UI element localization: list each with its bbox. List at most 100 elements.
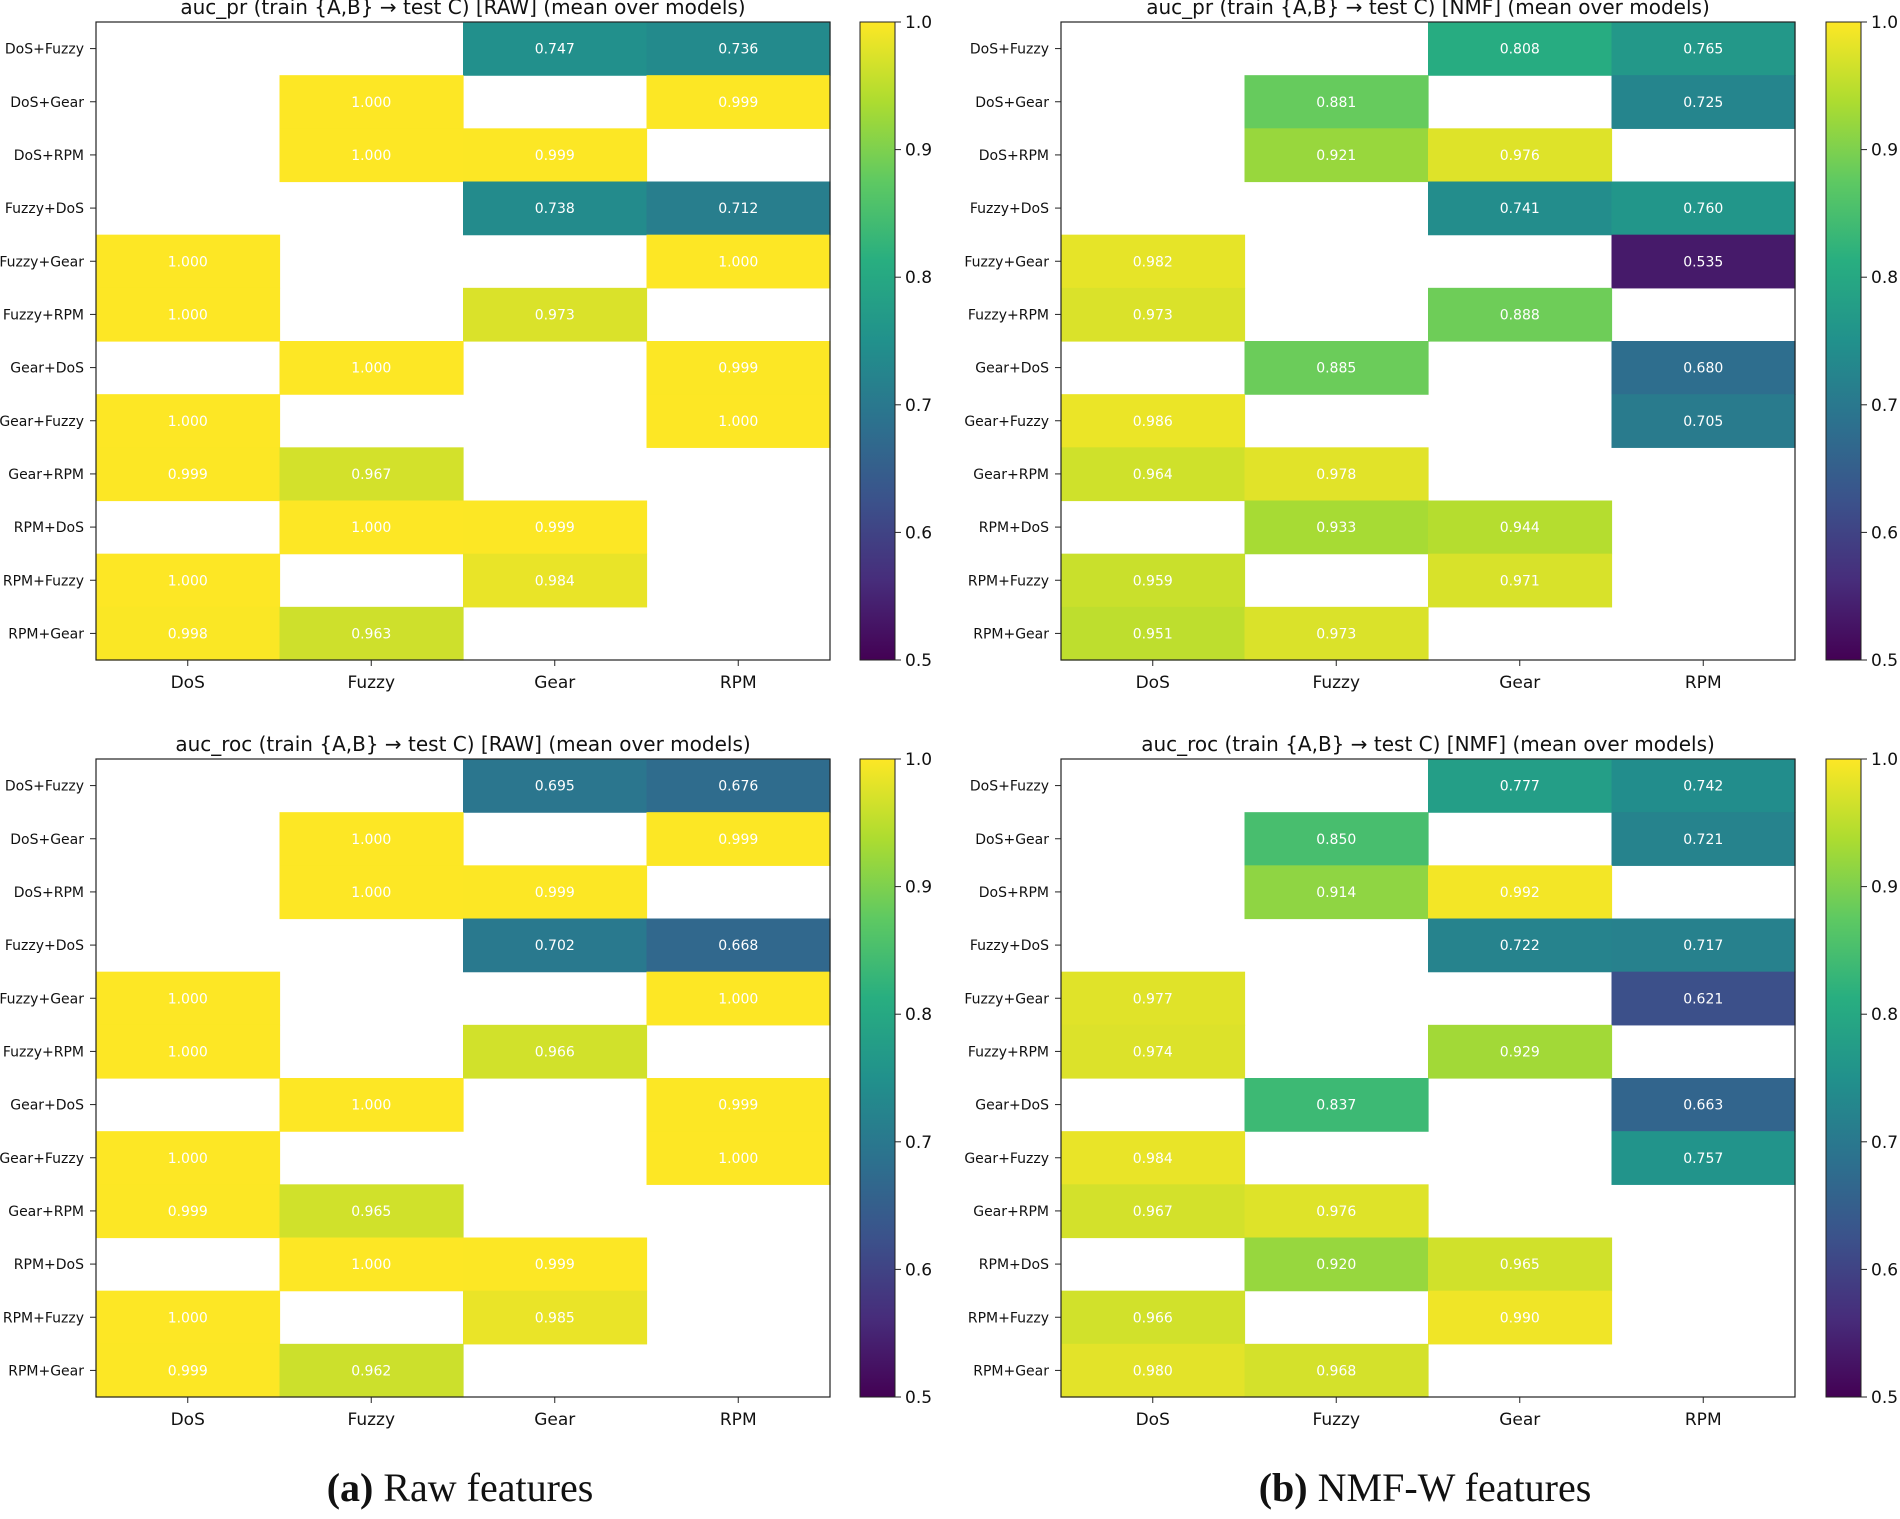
- colorbar-tick-label: 0.6: [1871, 1260, 1898, 1280]
- y-tick-label: Gear+DoS: [10, 1098, 84, 1114]
- x-tick-label: DoS: [171, 1410, 205, 1430]
- cell-value-label: 0.959: [1133, 573, 1173, 589]
- heatmap-cell: [646, 918, 831, 973]
- colorbar-tick-label: 0.8: [905, 1005, 932, 1025]
- heatmap-cell: [96, 447, 281, 502]
- y-tick-label: DoS+Gear: [10, 95, 84, 111]
- heatmap-cell: [1611, 812, 1796, 866]
- y-tick-label: RPM+DoS: [14, 520, 84, 536]
- heatmap-cell: [646, 341, 831, 395]
- cell-value-label: 0.999: [535, 520, 575, 536]
- caption-a-label: (a): [326, 1465, 374, 1510]
- heatmap-cell: [1244, 500, 1429, 555]
- cell-value-label: 1.000: [718, 414, 758, 430]
- heatmap-cell: [279, 75, 464, 129]
- y-tick-label: DoS+RPM: [979, 148, 1049, 164]
- cell-value-label: 0.999: [168, 1363, 208, 1379]
- caption-b: (b) NMF-W features: [1225, 1464, 1625, 1511]
- cell-value-label: 0.999: [718, 361, 758, 377]
- plot-frame: [1060, 21, 1796, 661]
- heatmap-cell: [646, 1131, 831, 1185]
- heatmap-cell: [96, 1343, 281, 1398]
- colorbar: [859, 21, 896, 661]
- cell-value-label: 0.741: [1500, 201, 1540, 217]
- y-tick-label: Fuzzy+Gear: [964, 991, 1049, 1007]
- x-tick-label: DoS: [171, 673, 205, 693]
- cell-value-label: 0.967: [1133, 1204, 1173, 1220]
- heatmap-cell: [1611, 234, 1796, 289]
- y-tick-label: RPM+Fuzzy: [3, 573, 84, 589]
- colorbar-tick-label: 0.9: [1871, 141, 1898, 161]
- heatmap-cell: [1611, 971, 1796, 1026]
- cell-value-label: 0.966: [1133, 1310, 1173, 1326]
- cell-value-label: 0.705: [1683, 414, 1723, 430]
- cell-value-label: 0.999: [535, 1257, 575, 1273]
- heatmap-cell: [96, 1184, 281, 1239]
- y-tick-label: DoS+Fuzzy: [970, 42, 1049, 58]
- cell-value-label: 0.965: [351, 1204, 391, 1220]
- y-tick-label: RPM+Fuzzy: [968, 573, 1049, 589]
- x-tick-label: Gear: [534, 1410, 575, 1430]
- cell-value-label: 0.964: [1133, 467, 1173, 483]
- y-tick-label: Fuzzy+DoS: [970, 201, 1049, 217]
- cell-value-label: 0.980: [1133, 1363, 1173, 1379]
- heatmap-cell: [463, 1024, 648, 1079]
- colorbar: [1825, 758, 1862, 1398]
- cell-value-label: 0.974: [1133, 1044, 1173, 1060]
- heatmap-cell: [463, 128, 648, 183]
- heatmap-cell: [1061, 234, 1246, 289]
- cell-value-label: 0.712: [718, 201, 758, 217]
- heatmap-cell: [1061, 447, 1246, 502]
- colorbar-tick-label: 0.8: [1871, 1005, 1898, 1025]
- y-tick-label: Fuzzy+DoS: [5, 938, 84, 954]
- colorbar-tick-label: 0.8: [1871, 268, 1898, 288]
- heatmap-cell: [646, 812, 831, 866]
- cell-value-label: 0.971: [1500, 573, 1540, 589]
- x-tick-label: Fuzzy: [1312, 1410, 1360, 1430]
- heatmap-panel-2: auc_pr (train {A,B} → test C) [NMF] (mea…: [964, 0, 1898, 693]
- cell-value-label: 1.000: [351, 361, 391, 377]
- y-tick-label: RPM+Gear: [8, 626, 84, 642]
- cell-value-label: 1.000: [718, 1151, 758, 1167]
- cell-value-label: 0.999: [168, 467, 208, 483]
- heatmap-cell: [463, 759, 648, 813]
- cell-value-label: 0.921: [1316, 148, 1356, 164]
- y-tick-label: Gear+Fuzzy: [964, 414, 1049, 430]
- y-tick-label: Fuzzy+Gear: [0, 991, 84, 1007]
- cell-value-label: 0.992: [1500, 885, 1540, 901]
- heatmap-cell: [1428, 22, 1613, 76]
- cell-value-label: 0.722: [1500, 938, 1540, 954]
- cell-value-label: 0.717: [1683, 938, 1723, 954]
- cell-value-label: 0.982: [1133, 254, 1173, 270]
- x-tick-label: DoS: [1136, 1410, 1170, 1430]
- y-tick-label: DoS+Gear: [10, 832, 84, 848]
- heatmap-cell: [1428, 1237, 1613, 1292]
- cell-value-label: 0.920: [1316, 1257, 1356, 1273]
- cell-value-label: 0.725: [1683, 95, 1723, 111]
- heatmap-cell: [1428, 1290, 1613, 1345]
- caption-a: (a) Raw features: [280, 1464, 640, 1511]
- cell-value-label: 0.999: [535, 148, 575, 164]
- cell-value-label: 0.968: [1316, 1363, 1356, 1379]
- y-tick-label: Fuzzy+RPM: [3, 1044, 84, 1060]
- cell-value-label: 0.973: [1316, 626, 1356, 642]
- heatmap-cell: [279, 865, 464, 920]
- heatmap-cell: [1428, 918, 1613, 973]
- heatmap-cell: [1244, 865, 1429, 920]
- cell-value-label: 1.000: [168, 1310, 208, 1326]
- heatmap-cell: [1428, 287, 1613, 342]
- cell-value-label: 0.990: [1500, 1310, 1540, 1326]
- heatmap-cell: [646, 1078, 831, 1132]
- y-tick-label: RPM+Fuzzy: [3, 1310, 84, 1326]
- cell-value-label: 0.978: [1316, 467, 1356, 483]
- heatmap-cell: [463, 22, 648, 76]
- y-tick-label: Gear+RPM: [973, 1204, 1049, 1220]
- cell-value-label: 0.721: [1683, 832, 1723, 848]
- heatmap-cell: [1244, 447, 1429, 502]
- heatmap-cell: [279, 341, 464, 395]
- colorbar-tick-label: 1.0: [905, 13, 932, 33]
- cell-value-label: 0.808: [1500, 42, 1540, 58]
- cell-value-label: 0.929: [1500, 1044, 1540, 1060]
- cell-value-label: 1.000: [351, 520, 391, 536]
- colorbar-tick-label: 0.9: [905, 141, 932, 161]
